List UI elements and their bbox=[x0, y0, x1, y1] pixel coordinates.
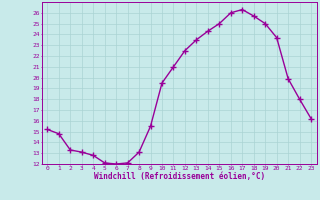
X-axis label: Windchill (Refroidissement éolien,°C): Windchill (Refroidissement éolien,°C) bbox=[94, 172, 265, 181]
